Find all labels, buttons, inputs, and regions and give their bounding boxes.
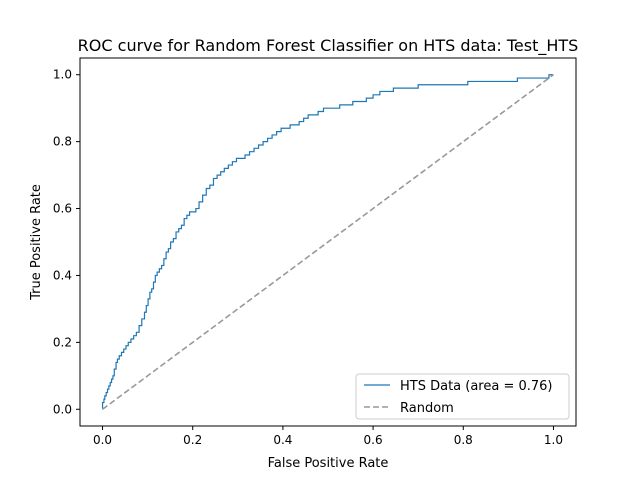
x-tick-label: 1.0: [544, 433, 563, 447]
plot-area: 0.0 0.2 0.4 0.6 0.8 1.0 0.0 0.2 0.4 0.6 0.8 1.0: [53, 57, 577, 447]
x-tick-label: 0.0: [93, 433, 112, 447]
series-line-hts: [101, 74, 554, 410]
chart-title: ROC curve for Random Forest Classifier o…: [78, 36, 579, 56]
y-axis-ticks: 0.0 0.2 0.4 0.6 0.8 1.0: [53, 68, 80, 416]
axes-spines: [79, 57, 577, 427]
series-line-random: [102, 74, 554, 410]
x-axis-ticks: 0.0 0.2 0.4 0.6 0.8 1.0: [93, 426, 563, 447]
series-layer: [101, 74, 554, 410]
y-tick-label: 1.0: [53, 68, 72, 82]
x-tick-label: 0.2: [183, 433, 202, 447]
x-axis-label: False Positive Rate: [268, 456, 389, 471]
y-tick-label: 0.6: [53, 202, 72, 216]
legend: HTS Data (area = 0.76) Random: [355, 373, 570, 420]
legend-label-random: Random: [400, 401, 454, 416]
y-tick-label: 0.8: [53, 135, 72, 149]
legend-label-hts: HTS Data (area = 0.76): [400, 379, 553, 394]
x-tick-label: 0.8: [454, 433, 473, 447]
y-tick-label: 0.2: [53, 335, 72, 349]
y-tick-label: 0.4: [53, 268, 72, 282]
legend-box: [355, 373, 570, 420]
x-tick-label: 0.4: [273, 433, 292, 447]
x-tick-label: 0.6: [364, 433, 383, 447]
y-tick-label: 0.0: [53, 402, 72, 416]
y-axis-label: True Positive Rate: [29, 184, 44, 301]
